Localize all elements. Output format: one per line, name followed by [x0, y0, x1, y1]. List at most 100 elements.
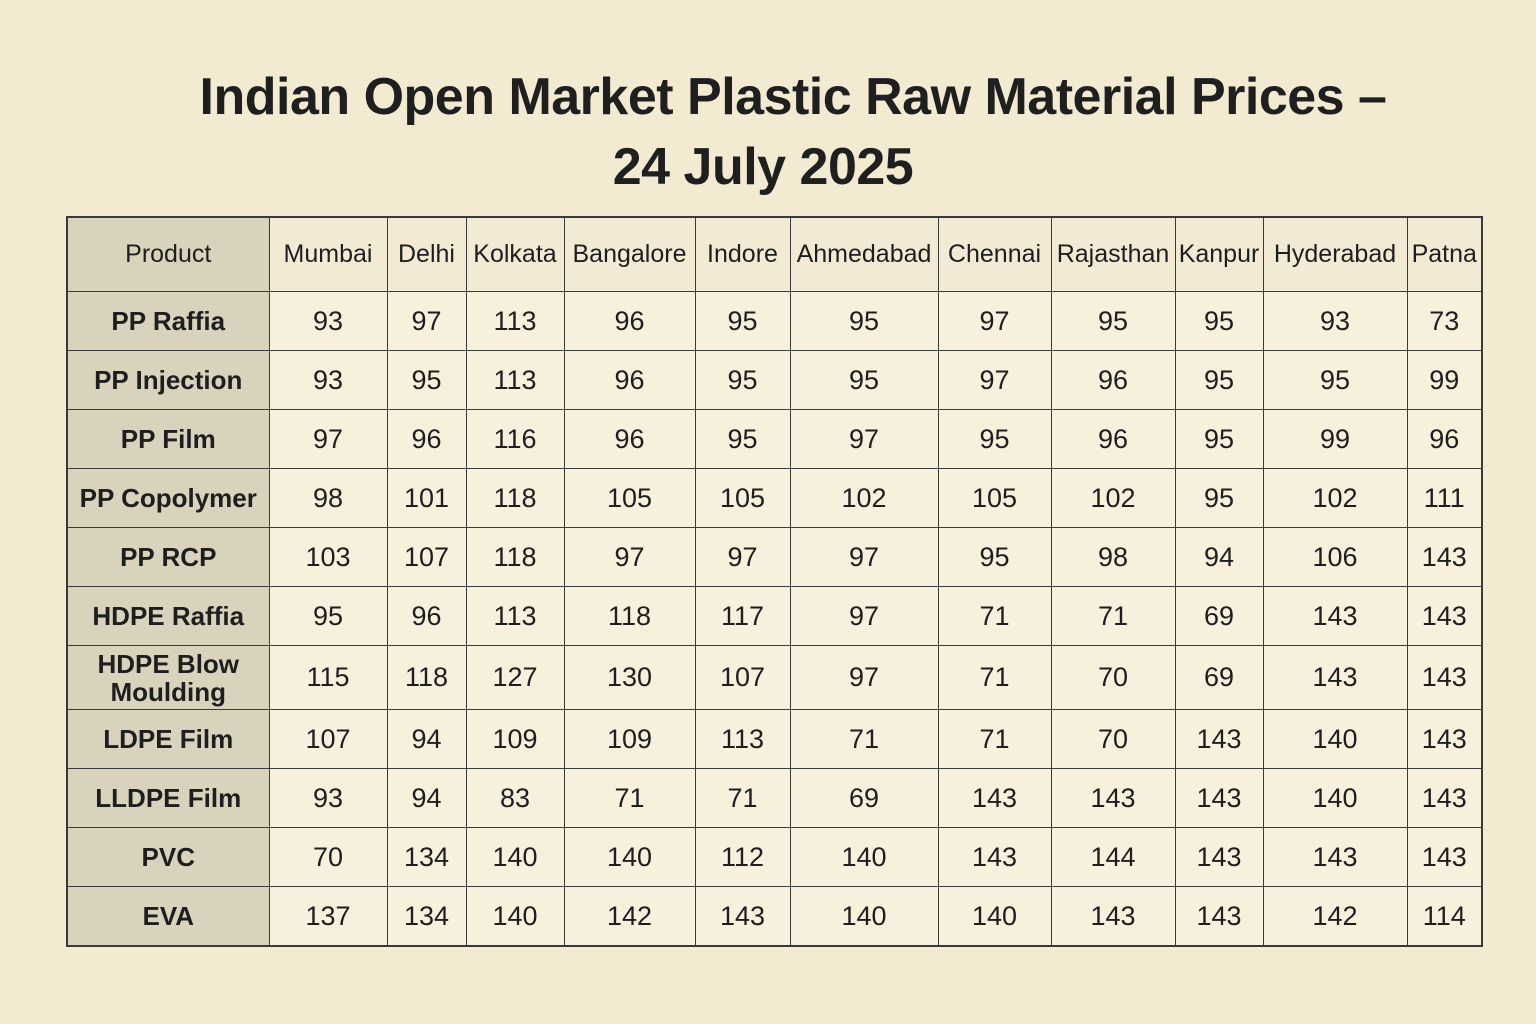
price-cell: 142: [563, 886, 696, 947]
price-cell: 140: [563, 827, 696, 887]
price-cell: 143: [1406, 768, 1483, 828]
price-cell: 144: [1050, 827, 1176, 887]
price-cell: 102: [789, 468, 939, 528]
column-header-hyderabad: Hyderabad: [1262, 216, 1408, 292]
column-header-delhi: Delhi: [386, 216, 467, 292]
table-row: EVA 137 134 140 142 143 140 140 143 143 142 114: [66, 886, 1483, 947]
table-row: PP RCP 103 107 118 97 97 97 95 98 94 106 143: [66, 527, 1483, 587]
price-cell: 95: [386, 350, 467, 410]
price-cell: 142: [1262, 886, 1408, 947]
price-cell: 71: [789, 709, 939, 769]
price-cell: 118: [386, 645, 467, 710]
table-row: PP Film 97 96 116 96 95 97 95 96 95 99 96: [66, 409, 1483, 469]
column-header-product: Product: [66, 216, 270, 292]
price-cell: 109: [563, 709, 696, 769]
column-header-indore: Indore: [694, 216, 791, 292]
price-cell: 107: [386, 527, 467, 587]
table-row: LDPE Film 107 94 109 109 113 71 71 70 143 140 143: [66, 709, 1483, 769]
price-cell: 140: [465, 827, 565, 887]
price-cell: 105: [937, 468, 1052, 528]
price-cell: 96: [386, 586, 467, 646]
price-cell: 94: [386, 709, 467, 769]
price-cell: 71: [937, 586, 1052, 646]
price-cell: 96: [386, 409, 467, 469]
price-cell: 97: [563, 527, 696, 587]
title-line-1: Indian Open Market Plastic Raw Material …: [199, 68, 1387, 126]
price-cell: 101: [386, 468, 467, 528]
price-cell: 143: [1050, 886, 1176, 947]
price-cell: 115: [268, 645, 388, 710]
price-cell: 98: [1050, 527, 1176, 587]
price-cell: 95: [789, 291, 939, 351]
price-cell: 113: [465, 291, 565, 351]
price-cell: 94: [1174, 527, 1264, 587]
product-cell: PVC: [66, 827, 270, 887]
column-header-rajasthan: Rajasthan: [1050, 216, 1176, 292]
price-cell: 143: [1174, 827, 1264, 887]
price-cell: 113: [465, 350, 565, 410]
product-cell: PP Injection: [66, 350, 270, 410]
price-cell: 95: [1174, 350, 1264, 410]
price-cell: 127: [465, 645, 565, 710]
price-cell: 143: [1262, 645, 1408, 710]
price-cell: 105: [694, 468, 791, 528]
price-cell: 114: [1406, 886, 1483, 947]
chart-title: Indian Open Market Plastic Raw Material …: [0, 62, 1536, 202]
price-cell: 113: [465, 586, 565, 646]
price-cell: 97: [789, 586, 939, 646]
price-cell: 105: [563, 468, 696, 528]
price-cell: 95: [268, 586, 388, 646]
column-header-mumbai: Mumbai: [268, 216, 388, 292]
price-cell: 95: [937, 527, 1052, 587]
price-cell: 96: [1406, 409, 1483, 469]
table-row: PP Raffia 93 97 113 96 95 95 97 95 95 93 73: [66, 291, 1483, 351]
price-cell: 95: [1174, 291, 1264, 351]
price-cell: 111: [1406, 468, 1483, 528]
product-cell: PP Film: [66, 409, 270, 469]
price-cell: 97: [694, 527, 791, 587]
price-cell: 140: [789, 886, 939, 947]
price-cell: 83: [465, 768, 565, 828]
price-cell: 95: [789, 350, 939, 410]
price-cell: 137: [268, 886, 388, 947]
column-header-ahmedabad: Ahmedabad: [789, 216, 939, 292]
price-cell: 95: [694, 291, 791, 351]
price-cell: 140: [1262, 768, 1408, 828]
price-cell: 143: [1262, 827, 1408, 887]
column-header-kolkata: Kolkata: [465, 216, 565, 292]
product-cell: HDPE Blow Moulding: [66, 645, 270, 710]
price-cell: 97: [937, 291, 1052, 351]
price-cell: 71: [937, 645, 1052, 710]
price-cell: 97: [789, 409, 939, 469]
price-cell: 95: [1174, 468, 1264, 528]
price-cell: 143: [1406, 827, 1483, 887]
price-cell: 143: [1406, 645, 1483, 710]
price-cell: 143: [694, 886, 791, 947]
price-cell: 96: [1050, 409, 1176, 469]
table-row: PVC 70 134 140 140 112 140 143 144 143 143 143: [66, 827, 1483, 887]
column-header-chennai: Chennai: [937, 216, 1052, 292]
price-cell: 69: [1174, 586, 1264, 646]
price-cell: 109: [465, 709, 565, 769]
price-cell: 140: [1262, 709, 1408, 769]
price-cell: 71: [563, 768, 696, 828]
price-cell: 107: [694, 645, 791, 710]
header-row: Product Mumbai Delhi Kolkata Bangalore Indore…: [66, 216, 1483, 292]
title-line-2: 24 July 2025: [612, 138, 914, 196]
price-cell: 99: [1262, 409, 1408, 469]
price-cell: 143: [1406, 586, 1483, 646]
product-cell: LLDPE Film: [66, 768, 270, 828]
price-cell: 71: [937, 709, 1052, 769]
price-cell: 143: [1406, 709, 1483, 769]
price-cell: 70: [268, 827, 388, 887]
price-cell: 95: [694, 350, 791, 410]
price-cell: 134: [386, 827, 467, 887]
price-cell: 143: [1050, 768, 1176, 828]
price-cell: 97: [937, 350, 1052, 410]
price-cell: 143: [1174, 768, 1264, 828]
price-cell: 140: [937, 886, 1052, 947]
price-cell: 95: [1050, 291, 1176, 351]
table-row: HDPE Raffia 95 96 113 118 117 97 71 71 69 143 143: [66, 586, 1483, 646]
price-cell: 98: [268, 468, 388, 528]
price-cell: 117: [694, 586, 791, 646]
